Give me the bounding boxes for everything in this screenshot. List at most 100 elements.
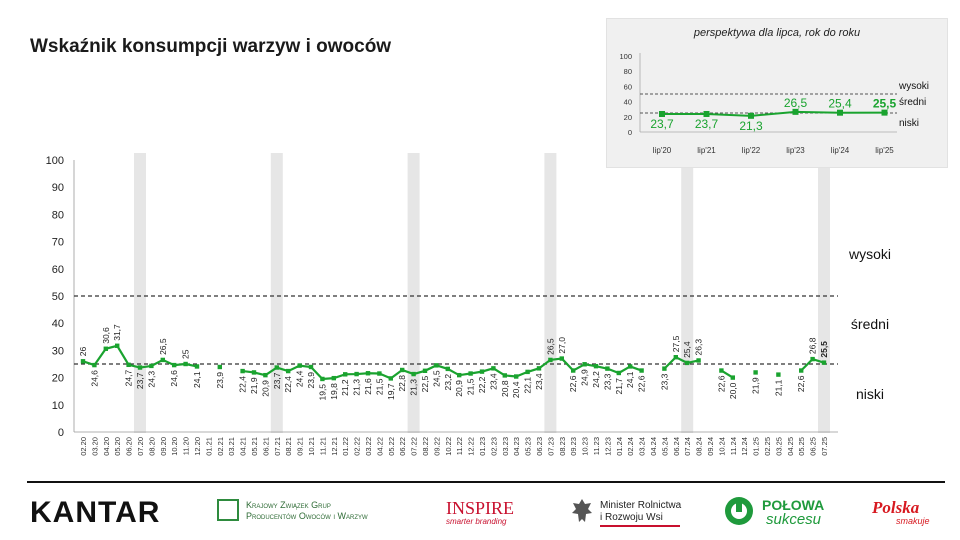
data-point — [400, 367, 405, 373]
inset-y-tick-label: 40 — [624, 98, 632, 107]
x-tick-label: 10.24 — [717, 437, 726, 456]
data-label: 23,9 — [215, 372, 225, 389]
data-point — [217, 364, 222, 370]
data-point — [514, 374, 519, 379]
data-label: 21,2 — [340, 379, 350, 396]
kzgp-logo-icon — [217, 499, 239, 521]
x-tick-label: 09.24 — [706, 437, 715, 456]
data-point — [411, 371, 416, 377]
data-point — [673, 355, 678, 360]
data-point — [240, 368, 245, 374]
july-highlight-band — [681, 153, 694, 433]
y-tick-label: 50 — [52, 291, 64, 303]
data-point — [479, 369, 485, 374]
data-point — [559, 356, 564, 361]
x-tick-label: 11.21 — [318, 437, 327, 455]
x-tick-label: 07.24 — [683, 437, 692, 456]
data-label: 24,3 — [146, 371, 156, 388]
data-label: 26,8 — [808, 337, 818, 354]
data-label: 24,4 — [295, 370, 305, 387]
data-point — [434, 363, 439, 368]
x-tick-label: 02.23 — [489, 437, 498, 456]
data-point — [331, 375, 336, 381]
data-label: 20,9 — [454, 380, 464, 397]
minister-underline — [600, 525, 680, 527]
x-tick-label: 06.24 — [672, 437, 681, 456]
july-highlight-band — [818, 153, 830, 433]
series-line — [663, 355, 699, 370]
x-tick-label: 01.23 — [478, 437, 487, 456]
data-point — [286, 368, 291, 374]
x-tick-label: 01.22 — [341, 437, 350, 456]
polska-smakuje-logo: Polska — [872, 498, 920, 517]
kantar-logo: KANTAR — [30, 496, 161, 529]
data-label: 23,4 — [534, 373, 544, 390]
data-label: 20,4 — [511, 381, 521, 398]
x-tick-label: 04.20 — [102, 437, 111, 456]
inset-chart: 0 20 40 60 80 100 wysoki średni niski lip'20 lip'2… — [619, 52, 929, 155]
x-tick-label: 09.23 — [569, 437, 578, 456]
x-tick-label: 01.24 — [615, 437, 624, 456]
polowa-logo-sub: sukcesu — [766, 511, 822, 528]
data-label: 25 — [181, 349, 191, 359]
inset-data-point — [659, 110, 665, 117]
data-point — [137, 365, 143, 370]
data-label: 22,8 — [397, 375, 407, 392]
data-point — [160, 357, 165, 363]
data-point — [377, 371, 382, 376]
data-point — [685, 360, 690, 366]
data-label: 22,6 — [637, 375, 647, 392]
data-point — [491, 366, 496, 371]
data-label: 24,2 — [591, 371, 601, 388]
data-label: 21,5 — [374, 378, 384, 395]
data-label: 24,9 — [580, 369, 590, 386]
data-label: 24,5 — [431, 370, 441, 387]
data-label: 20,8 — [500, 380, 510, 397]
y-tick-label: 80 — [52, 209, 64, 221]
x-tick-label: 09.20 — [159, 437, 168, 456]
data-label: 20,9 — [260, 380, 270, 397]
footer-divider — [27, 481, 945, 483]
inset-y-tick-label: 60 — [624, 82, 632, 91]
x-tick-label: 07.20 — [136, 437, 145, 456]
data-point — [251, 370, 257, 375]
inset-data-point — [792, 108, 799, 115]
data-point — [730, 375, 735, 380]
july-highlight-band — [544, 153, 557, 433]
y-tick-label: 10 — [52, 400, 64, 412]
data-label: 21,1 — [773, 379, 783, 396]
x-tick-label: 08.23 — [558, 437, 567, 456]
data-point — [821, 360, 827, 365]
data-label: 21,9 — [249, 377, 259, 394]
x-tick-label: 09.21 — [296, 437, 305, 456]
data-label: 23,3 — [659, 373, 669, 390]
data-point — [297, 363, 302, 368]
data-label: 22,6 — [796, 375, 806, 392]
data-point — [457, 372, 462, 378]
data-point — [126, 362, 131, 368]
data-label: 21,7 — [614, 378, 624, 395]
x-tick-label: 06.21 — [261, 437, 270, 456]
inset-data-label: 23,7 — [695, 117, 719, 131]
inset-data-label: 25,5 — [873, 97, 897, 111]
data-point — [365, 371, 371, 376]
data-label: 27,0 — [557, 337, 567, 354]
data-point — [274, 365, 279, 370]
x-tick-label: 10.22 — [444, 437, 453, 456]
x-tick-label: 08.21 — [284, 437, 293, 456]
x-tick-label: 02.21 — [216, 437, 225, 456]
data-label: 23,4 — [488, 373, 498, 390]
inset-title: perspektywa dla lipca, rok do roku — [693, 27, 861, 39]
data-label: 23,7 — [272, 372, 282, 389]
data-label: 19,5 — [317, 384, 327, 401]
data-point — [593, 363, 599, 369]
x-tick-label: 12.20 — [193, 437, 202, 456]
zone-label: niski — [856, 386, 884, 402]
data-point — [799, 368, 804, 373]
polska-smakuje-sub: smakuje — [896, 516, 930, 526]
data-label: 22,2 — [477, 376, 487, 393]
inset-x-tick-label: lip'24 — [831, 146, 850, 155]
data-point — [92, 362, 97, 368]
x-tick-label: 04.21 — [239, 437, 248, 456]
data-label: 26,3 — [694, 339, 704, 356]
